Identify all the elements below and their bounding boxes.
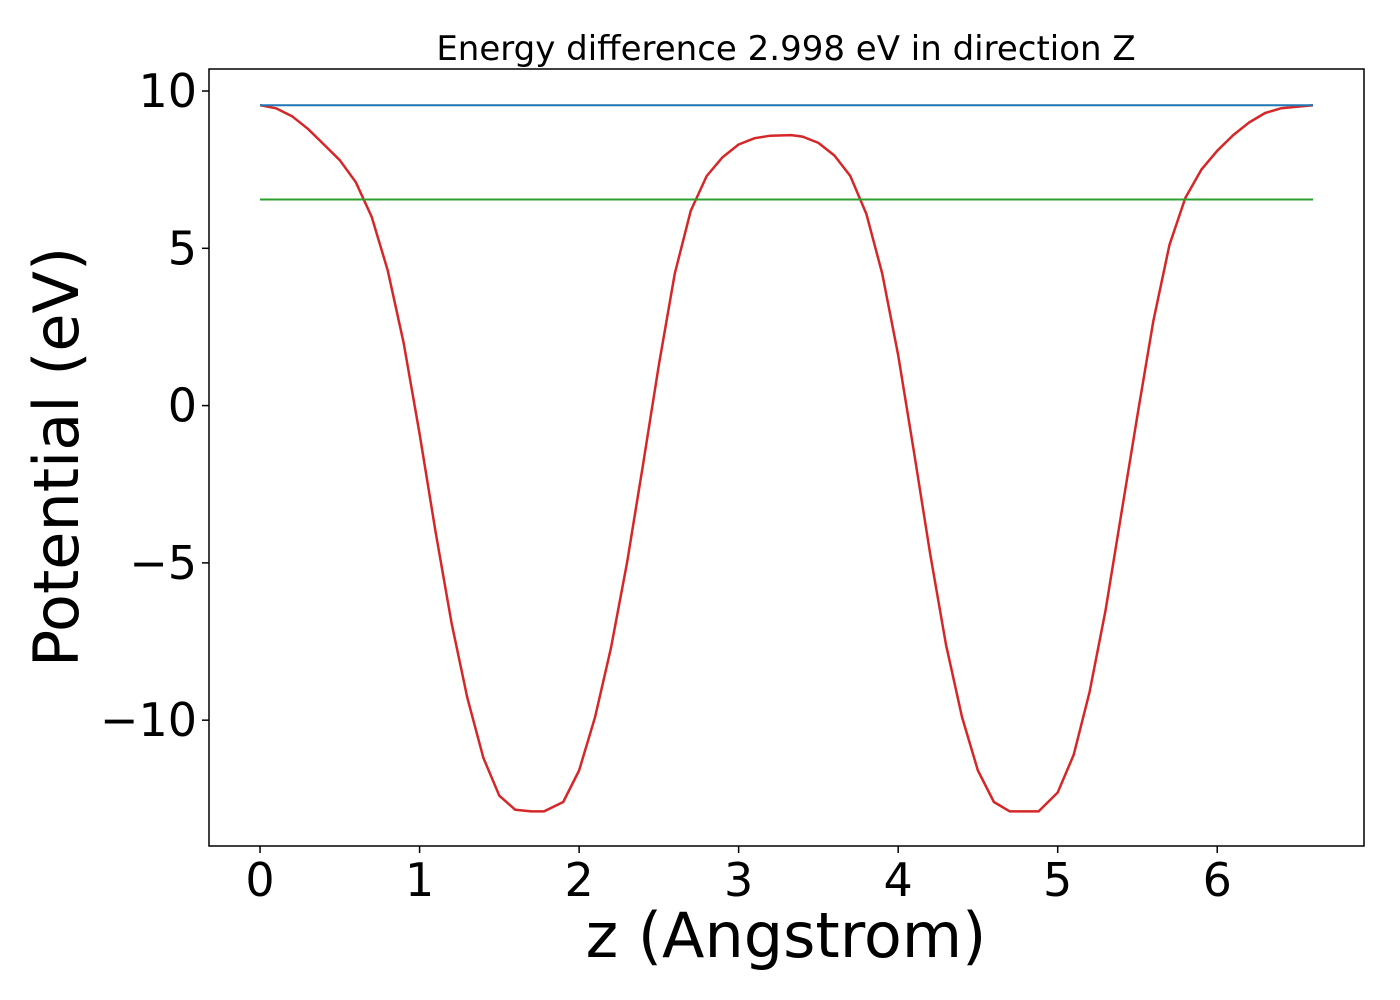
x-tick-label: 1 bbox=[405, 853, 434, 907]
x-axis-ticks: 0 1 2 3 4 5 6 bbox=[245, 846, 1232, 907]
x-tick-label: 3 bbox=[724, 853, 753, 907]
x-axis-label: z (Angstrom) bbox=[586, 899, 987, 972]
y-axis-ticks: 10 5 0 −5 −10 bbox=[100, 64, 209, 747]
series-line-0 bbox=[259, 103, 1314, 813]
x-tick-label: 0 bbox=[245, 853, 274, 907]
plot-area bbox=[208, 68, 1365, 847]
chart-title: Energy difference 2.998 eV in direction … bbox=[436, 29, 1135, 69]
plot-frame bbox=[208, 68, 1365, 847]
y-tick-label: −5 bbox=[129, 536, 197, 590]
y-tick-label: 10 bbox=[138, 64, 197, 118]
x-tick-label: 2 bbox=[564, 853, 593, 907]
y-tick-label: 0 bbox=[168, 379, 197, 433]
x-tick-label: 5 bbox=[1043, 853, 1072, 907]
x-tick-label: 6 bbox=[1203, 853, 1232, 907]
y-axis-label: Potential (eV) bbox=[20, 247, 93, 667]
y-tick-label: −10 bbox=[100, 693, 197, 747]
series-layer bbox=[259, 103, 1314, 813]
y-tick-label: 5 bbox=[168, 221, 197, 275]
x-tick-label: 4 bbox=[884, 853, 913, 907]
